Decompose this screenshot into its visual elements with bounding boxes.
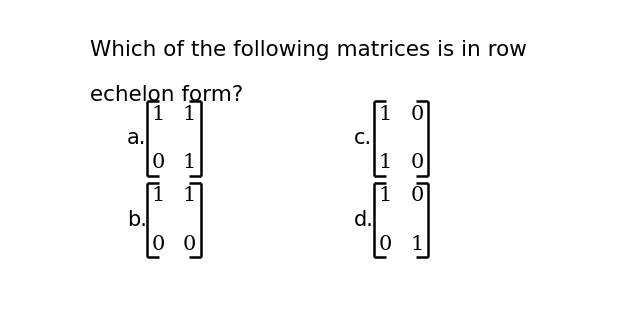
Text: 1: 1: [378, 187, 392, 206]
Text: echelon form?: echelon form?: [89, 85, 243, 105]
Text: a.: a.: [127, 128, 146, 148]
Text: 1: 1: [410, 235, 424, 254]
Text: 1: 1: [183, 187, 197, 206]
Text: 1: 1: [151, 105, 165, 124]
Text: d.: d.: [354, 210, 374, 230]
Text: 0: 0: [151, 235, 165, 254]
Text: 0: 0: [410, 105, 424, 124]
Text: 0: 0: [410, 187, 424, 206]
Text: 0: 0: [378, 235, 392, 254]
Text: 1: 1: [183, 105, 197, 124]
Text: 0: 0: [151, 153, 165, 172]
Text: 0: 0: [410, 153, 424, 172]
Text: 0: 0: [183, 235, 197, 254]
Text: 1: 1: [151, 187, 165, 206]
Text: 1: 1: [378, 105, 392, 124]
Text: 1: 1: [378, 153, 392, 172]
Text: b.: b.: [127, 210, 147, 230]
Text: Which of the following matrices is in row: Which of the following matrices is in ro…: [89, 40, 526, 60]
Text: c.: c.: [354, 128, 373, 148]
Text: 1: 1: [183, 153, 197, 172]
